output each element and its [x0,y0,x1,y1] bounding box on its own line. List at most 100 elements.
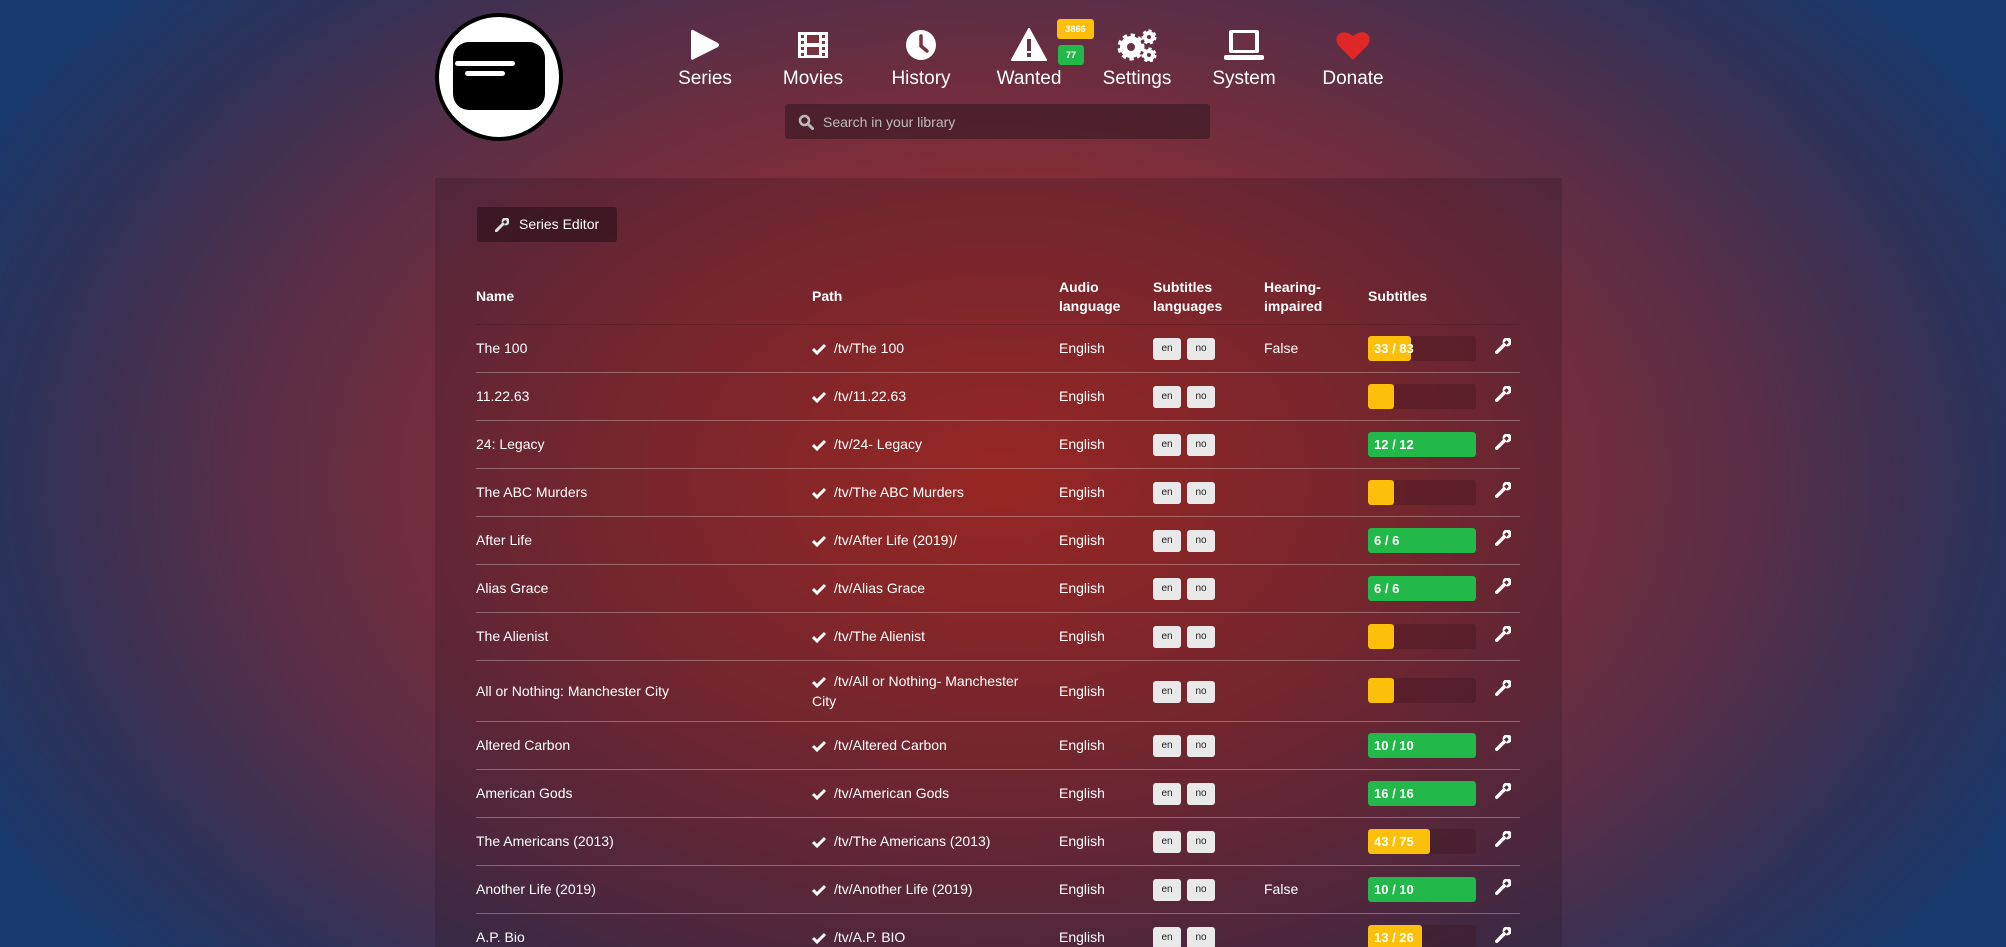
progress-label: 12 / 12 [1374,436,1414,452]
wrench-icon[interactable] [1495,336,1512,354]
progress-label: 6 / 6 [1374,532,1400,548]
nav-movies[interactable]: Movies [763,28,863,90]
subtitle-lang-badge: no [1187,578,1215,600]
series-path: /tv/After Life (2019)/ [834,532,957,548]
subtitle-lang-badge: en [1153,434,1181,456]
series-path: /tv/The Alienist [834,628,926,644]
nav-history[interactable]: History [871,28,971,90]
nav-system[interactable]: System [1194,28,1294,90]
series-name[interactable]: The 100 [476,340,528,356]
series-name[interactable]: 24: Legacy [476,436,545,452]
nav-series[interactable]: Series [655,28,755,90]
audio-language: English [1059,785,1105,801]
subtitles-progress: 10 / 10 [1368,732,1476,758]
series-path: /tv/The 100 [834,340,905,356]
subtitle-lang-badge: en [1153,735,1181,757]
series-name[interactable]: Alias Grace [476,580,549,596]
nav-label: Settings [1102,68,1172,89]
series-name[interactable]: American Gods [476,785,573,801]
progress-label: 16 / 16 [1374,785,1414,801]
clock-icon [906,30,936,60]
table-row: After Life /tv/After Life (2019)/ Englis… [476,516,1520,565]
wrench-icon[interactable] [1495,733,1512,751]
film-icon [798,32,828,58]
series-table: Name Path Audio language Subtitles languag… [476,270,1520,947]
nav-donate[interactable]: Donate [1303,28,1403,90]
series-name[interactable]: A.P. Bio [476,929,525,945]
col-audio[interactable]: Audio language [1059,270,1153,325]
series-name[interactable]: All or Nothing: Manchester City [476,682,669,699]
nav-settings[interactable]: Settings [1087,28,1187,90]
hearing-impaired: False [1264,340,1299,356]
col-sub-langs[interactable]: Subtitles languages [1153,270,1264,325]
subtitles-progress: 13 / 26 [1368,924,1476,947]
wrench-icon[interactable] [1495,432,1512,450]
series-name[interactable]: Altered Carbon [476,737,571,753]
audio-language: English [1059,532,1105,548]
subtitle-lang-badge: no [1187,386,1215,408]
check-icon [812,343,826,355]
col-hearing-impaired[interactable]: Hearing-impaired [1264,270,1368,325]
series-path: /tv/Another Life (2019) [834,881,973,897]
series-editor-button[interactable]: Series Editor [477,207,617,242]
subtitles-progress: 33 / 83 [1368,335,1476,361]
table-row: The Americans (2013) /tv/The Americans (… [476,817,1520,866]
wrench-icon[interactable] [1495,624,1512,642]
subtitle-lang-badge: no [1187,680,1215,703]
subtitle-lang-badge: no [1187,783,1215,805]
search-input[interactable] [823,104,1193,139]
col-name[interactable]: Name [476,270,812,325]
audio-language: English [1059,388,1105,404]
series-name[interactable]: The Alienist [476,628,549,644]
series-name[interactable]: Another Life (2019) [476,881,596,897]
subtitles-progress [1368,479,1476,505]
wrench-icon[interactable] [1495,384,1512,402]
subtitles-progress: 16 / 16 [1368,780,1476,806]
wrench-icon[interactable] [1495,781,1512,799]
table-row: All or Nothing: Manchester City /tv/All … [476,660,1520,722]
wrench-icon[interactable] [1495,528,1512,546]
hearing-impaired: False [1264,881,1299,897]
progress-fill: 12 / 12 [1368,431,1476,457]
progress-fill [1368,678,1394,703]
series-name[interactable]: The Americans (2013) [476,833,614,849]
series-name[interactable]: The ABC Murders [476,484,588,500]
wanted-movies-badge: 77 [1058,45,1084,65]
app-logo[interactable] [435,13,563,141]
subtitle-lang-badge: no [1187,338,1215,360]
table-row: The ABC Murders /tv/The ABC Murders Engl… [476,468,1520,517]
subtitle-lang-badge: en [1153,530,1181,552]
subtitle-lang-badge: en [1153,879,1181,901]
check-icon [812,535,826,547]
subtitle-lang-badge: en [1153,626,1181,648]
series-name[interactable]: After Life [476,532,533,548]
subtitles-progress: 10 / 10 [1368,876,1476,902]
wrench-icon[interactable] [1495,576,1512,594]
wrench-icon[interactable] [1495,877,1512,895]
col-path[interactable]: Path [812,270,1059,325]
series-path: /tv/A.P. BIO [834,929,906,945]
subtitle-lang-badge: en [1153,482,1181,504]
series-name[interactable]: 11.22.63 [476,388,530,404]
progress-label: 10 / 10 [1374,881,1414,897]
subtitle-lang-badge: en [1153,578,1181,600]
check-icon [812,676,826,688]
wrench-icon[interactable] [1495,480,1512,498]
table-row: The Alienist /tv/The Alienist English en… [476,612,1520,661]
nav-label: Movies [782,68,844,89]
subtitle-lang-badge: no [1187,626,1215,648]
wrench-icon[interactable] [1495,829,1512,847]
progress-fill: 6 / 6 [1368,527,1476,553]
progress-fill: 10 / 10 [1368,876,1476,902]
search-box[interactable] [785,104,1210,139]
laptop-icon [1224,30,1264,60]
wrench-icon[interactable] [1495,925,1512,943]
subtitles-progress: 43 / 75 [1368,828,1476,854]
subtitles-progress [1368,678,1476,703]
col-subtitles[interactable]: Subtitles [1368,270,1495,325]
progress-fill: 16 / 16 [1368,780,1476,806]
nav-wanted[interactable]: Wanted [979,28,1079,90]
nav-label: History [891,68,951,89]
wrench-icon[interactable] [1495,679,1512,696]
subtitle-lang-badge: no [1187,434,1215,456]
